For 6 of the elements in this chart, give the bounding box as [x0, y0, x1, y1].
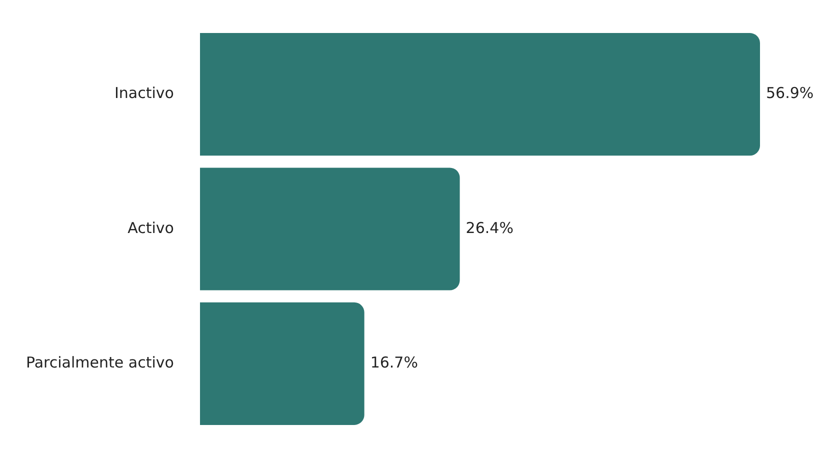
y-tick-label: Inactivo [114, 84, 174, 102]
data-label: 56.9% [766, 84, 814, 102]
y-tick-label: Activo [128, 218, 174, 237]
y-tick-label: Parcialmente activo [26, 354, 174, 372]
data-label: 26.4% [466, 218, 514, 237]
data-label: 16.7% [370, 354, 418, 372]
